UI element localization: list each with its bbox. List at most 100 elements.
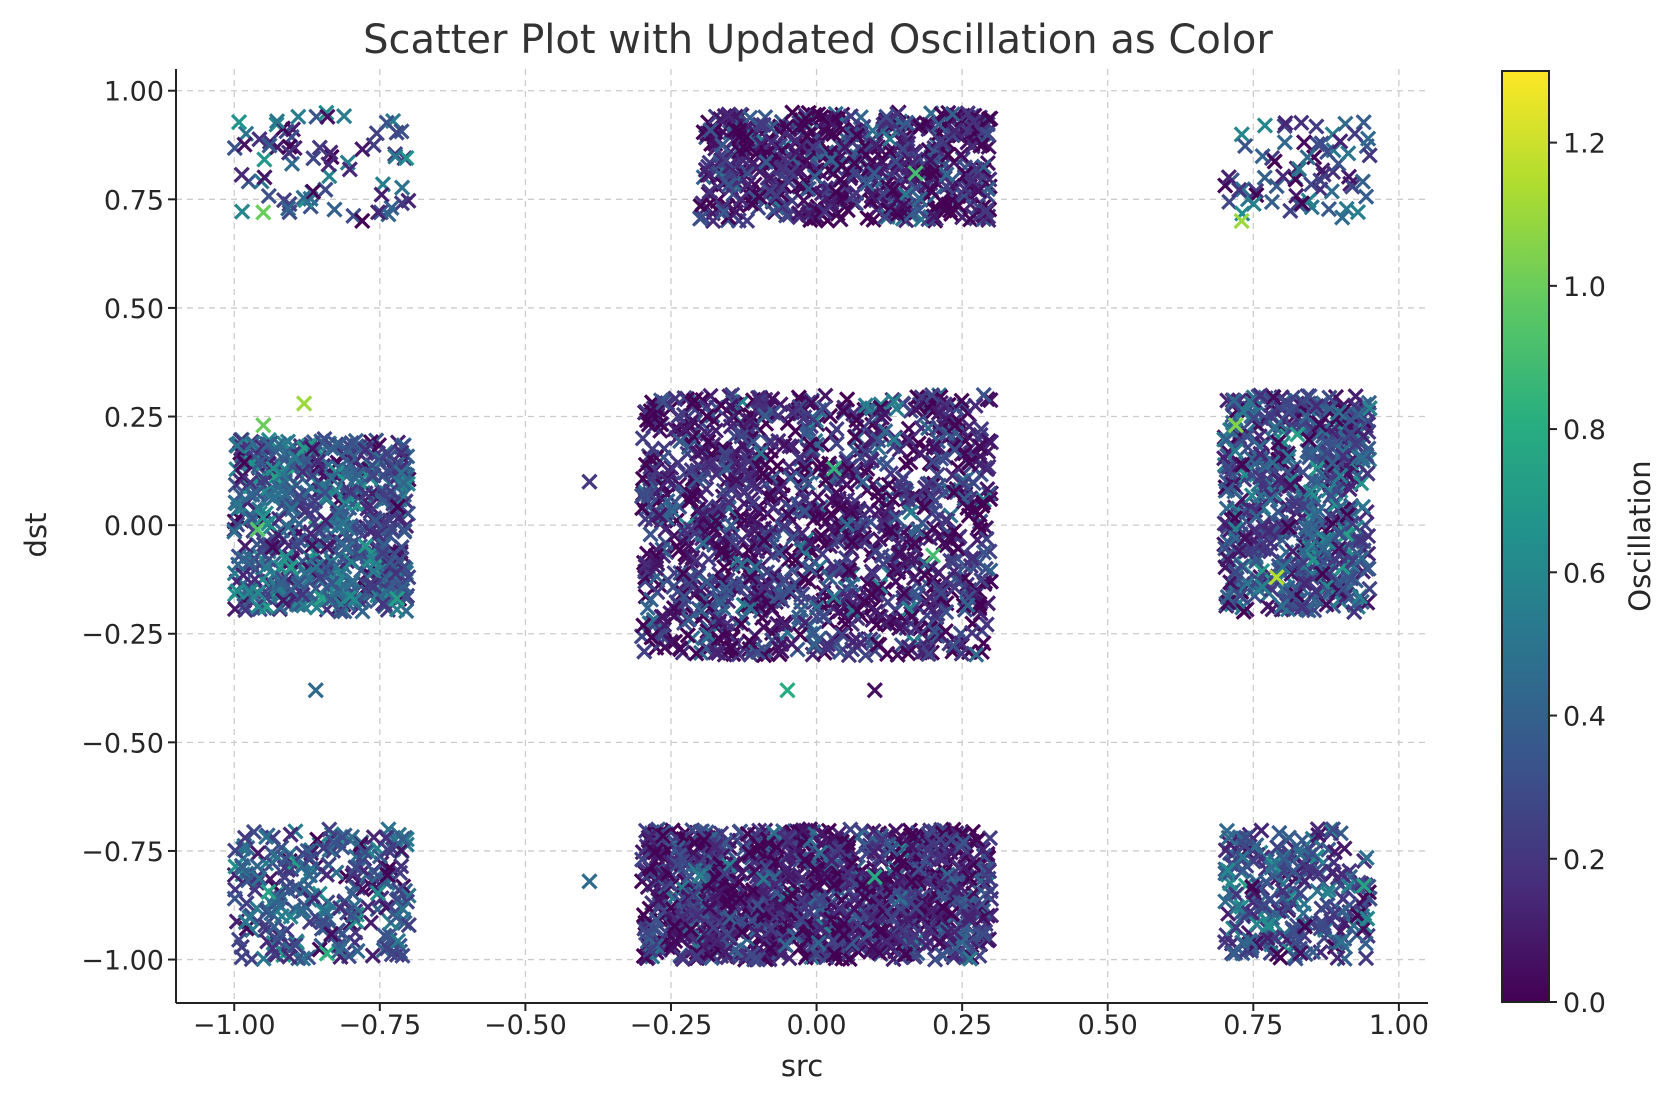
scatter-point [379, 866, 396, 884]
scatter-point [713, 137, 731, 154]
scatter-point [912, 118, 929, 135]
scatter-point [902, 605, 920, 622]
scatter-point [710, 630, 727, 647]
scatter-point [331, 900, 349, 917]
scatter-point [864, 908, 881, 926]
scatter-point [686, 834, 704, 852]
scatter-point [644, 440, 661, 458]
scatter-point [916, 479, 934, 496]
scatter-point [228, 437, 246, 454]
scatter-point [722, 639, 740, 657]
scatter-point [291, 487, 308, 504]
scatter-point [680, 888, 697, 905]
scatter-point [365, 578, 383, 595]
scatter-point [863, 187, 880, 205]
scatter-point [787, 552, 804, 569]
scatter-point [771, 481, 788, 498]
scatter-point [374, 545, 391, 562]
scatter-point [833, 626, 851, 643]
scatter-point [290, 532, 307, 549]
scatter-point [797, 949, 814, 966]
scatter-point [636, 486, 653, 503]
scatter-point [734, 152, 752, 169]
scatter-point [970, 517, 987, 534]
scatter-point [304, 440, 321, 458]
scatter-point [676, 522, 693, 539]
scatter-point [938, 603, 955, 621]
scatter-point [799, 128, 816, 145]
scatter-point [717, 579, 735, 596]
scatter-point [698, 573, 715, 590]
scatter-point [665, 578, 682, 595]
scatter-point [282, 581, 300, 598]
scatter-point [899, 645, 917, 662]
scatter-point [671, 892, 689, 910]
scatter-point [280, 518, 297, 536]
scatter-point [688, 948, 706, 965]
scatter-point [881, 615, 898, 633]
scatter-point [965, 113, 982, 131]
scatter-point [946, 924, 963, 941]
scatter-point [959, 499, 976, 516]
scatter-point [865, 165, 883, 182]
scatter-point [264, 940, 281, 957]
scatter-point [825, 125, 842, 143]
scatter-point [796, 490, 813, 507]
scatter-point [688, 471, 705, 488]
scatter-point [829, 532, 846, 549]
scatter-point [701, 899, 718, 917]
scatter-point [823, 505, 840, 523]
scatter-point [323, 575, 340, 592]
scatter-point [354, 141, 371, 158]
scatter-point [771, 587, 789, 605]
scatter-point [294, 463, 311, 480]
scatter-point [366, 863, 383, 881]
scatter-point [744, 509, 761, 527]
scatter-point [344, 885, 361, 902]
scatter-point [943, 831, 960, 849]
scatter-point [742, 412, 759, 429]
scatter-point [823, 852, 840, 869]
scatter-point [244, 434, 262, 451]
scatter-point [964, 172, 981, 189]
scatter-point [720, 894, 737, 911]
scatter-point [379, 446, 396, 463]
scatter-point [731, 890, 749, 907]
scatter-point [980, 432, 997, 450]
scatter-point [872, 396, 889, 413]
scatter-point [807, 946, 825, 963]
scatter-point [796, 471, 813, 489]
scatter-point [349, 942, 366, 960]
scatter-point [388, 946, 406, 963]
scatter-point [636, 643, 653, 660]
scatter-point [651, 507, 668, 524]
scatter-point [357, 485, 374, 502]
scatter-point [920, 645, 937, 663]
scatter-point [689, 907, 706, 924]
scatter-point [867, 137, 884, 154]
scatter-point [720, 176, 738, 194]
scatter-point [756, 579, 774, 596]
scatter-point [776, 436, 793, 454]
scatter-point [722, 163, 739, 181]
scatter-point [787, 574, 804, 592]
scatter-point [843, 855, 861, 873]
scatter-point [979, 481, 996, 498]
scatter-point [926, 492, 944, 510]
scatter-point [895, 589, 912, 606]
scatter-point [961, 454, 978, 472]
scatter-point [672, 432, 689, 450]
scatter-point [895, 470, 912, 487]
scatter-point [272, 575, 289, 592]
scatter-point [341, 161, 358, 178]
scatter-point [870, 491, 887, 509]
scatter-point [797, 110, 814, 127]
scatter-point [760, 531, 778, 548]
scatter-point [841, 561, 858, 579]
scatter-point [887, 822, 905, 840]
scatter-point [783, 635, 800, 653]
scatter-point [740, 176, 757, 193]
scatter-point [258, 903, 275, 921]
scatter-point [717, 448, 735, 465]
scatter-point [897, 946, 914, 963]
